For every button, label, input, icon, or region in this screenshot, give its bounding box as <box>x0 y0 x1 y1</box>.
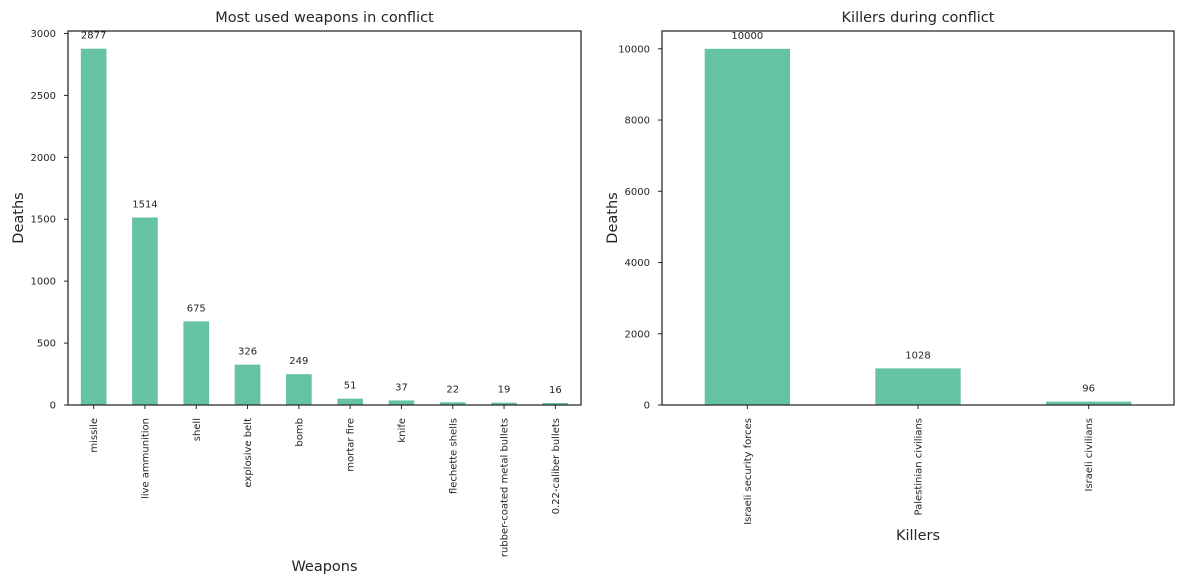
bar-value-label: 249 <box>289 356 308 367</box>
x-axis-label: Weapons <box>291 559 357 575</box>
x-tick-label: Palestinian civilians <box>914 418 925 516</box>
chart-title: Killers during conflict <box>842 10 995 26</box>
bar <box>80 48 107 406</box>
x-tick-label: explosive belt <box>243 418 254 488</box>
x-tick-label: missile <box>89 418 100 453</box>
bar-value-label: 675 <box>187 303 206 314</box>
bar <box>132 217 158 405</box>
x-tick-label: bomb <box>294 418 305 447</box>
y-axis-label: Deaths <box>11 192 27 243</box>
chart-1: 2877 1514 675 326 249 51 37 22 19 16 0 500 1000 1500 2… <box>11 10 582 575</box>
bar-value-label: 22 <box>446 384 459 395</box>
bar <box>875 368 961 405</box>
bar <box>439 402 466 405</box>
bar-value-label: 1514 <box>132 200 157 211</box>
x-tick-label: knife <box>397 418 408 443</box>
y-tick-label: 1000 <box>31 277 56 288</box>
y-tick-label: 500 <box>37 339 56 350</box>
y-tick-label: 6000 <box>625 187 650 198</box>
x-tick-label: mortar fire <box>346 418 357 472</box>
bar <box>337 398 363 405</box>
plot-frame <box>67 30 582 406</box>
y-tick-label: 0 <box>644 401 650 412</box>
bar <box>542 403 569 405</box>
chart-2: 10000 1028 96 0 2000 4000 6000 8000 10000 Israeli… <box>605 10 1175 544</box>
bar-value-label: 16 <box>549 385 562 396</box>
bar <box>704 48 790 406</box>
y-tick-label: 10000 <box>618 44 650 55</box>
x-tick-label: live ammunition <box>140 418 151 499</box>
x-axis-label: Killers <box>896 528 940 544</box>
bar <box>234 364 261 405</box>
x-tick-label: 0.22-caliber bullets <box>551 418 562 514</box>
y-tick-label: 2000 <box>625 329 650 340</box>
bar-value-label: 326 <box>238 347 257 358</box>
x-tick-label: rubber-coated metal bullets <box>500 418 511 557</box>
x-tick-label: flechette shells <box>448 418 459 494</box>
bar-value-label: 1028 <box>905 350 930 361</box>
bar-value-label: 2877 <box>81 31 106 42</box>
bar-value-label: 96 <box>1082 384 1095 395</box>
bar <box>1046 401 1132 405</box>
y-axis-label: Deaths <box>605 192 621 243</box>
y-tick-label: 4000 <box>625 258 650 269</box>
bar <box>388 400 415 405</box>
bar <box>183 321 210 405</box>
x-tick-label: Israeli security forces <box>743 418 754 525</box>
bar-value-label: 37 <box>395 382 408 393</box>
y-tick-label: 2500 <box>31 91 56 102</box>
bar <box>286 374 312 405</box>
bar-value-label: 51 <box>344 381 357 392</box>
bar <box>491 402 517 405</box>
y-tick-label: 1500 <box>31 215 56 226</box>
bar-value-label: 10000 <box>731 31 763 42</box>
x-tick-label: shell <box>192 418 203 441</box>
y-tick-label: 2000 <box>31 153 56 164</box>
chart-title: Most used weapons in conflict <box>215 10 434 26</box>
y-tick-label: 0 <box>50 401 56 412</box>
x-tick-label: Israeli civilians <box>1084 418 1095 492</box>
y-tick-label: 8000 <box>625 116 650 127</box>
y-tick-label: 3000 <box>31 29 56 40</box>
bar-value-label: 19 <box>498 385 511 396</box>
